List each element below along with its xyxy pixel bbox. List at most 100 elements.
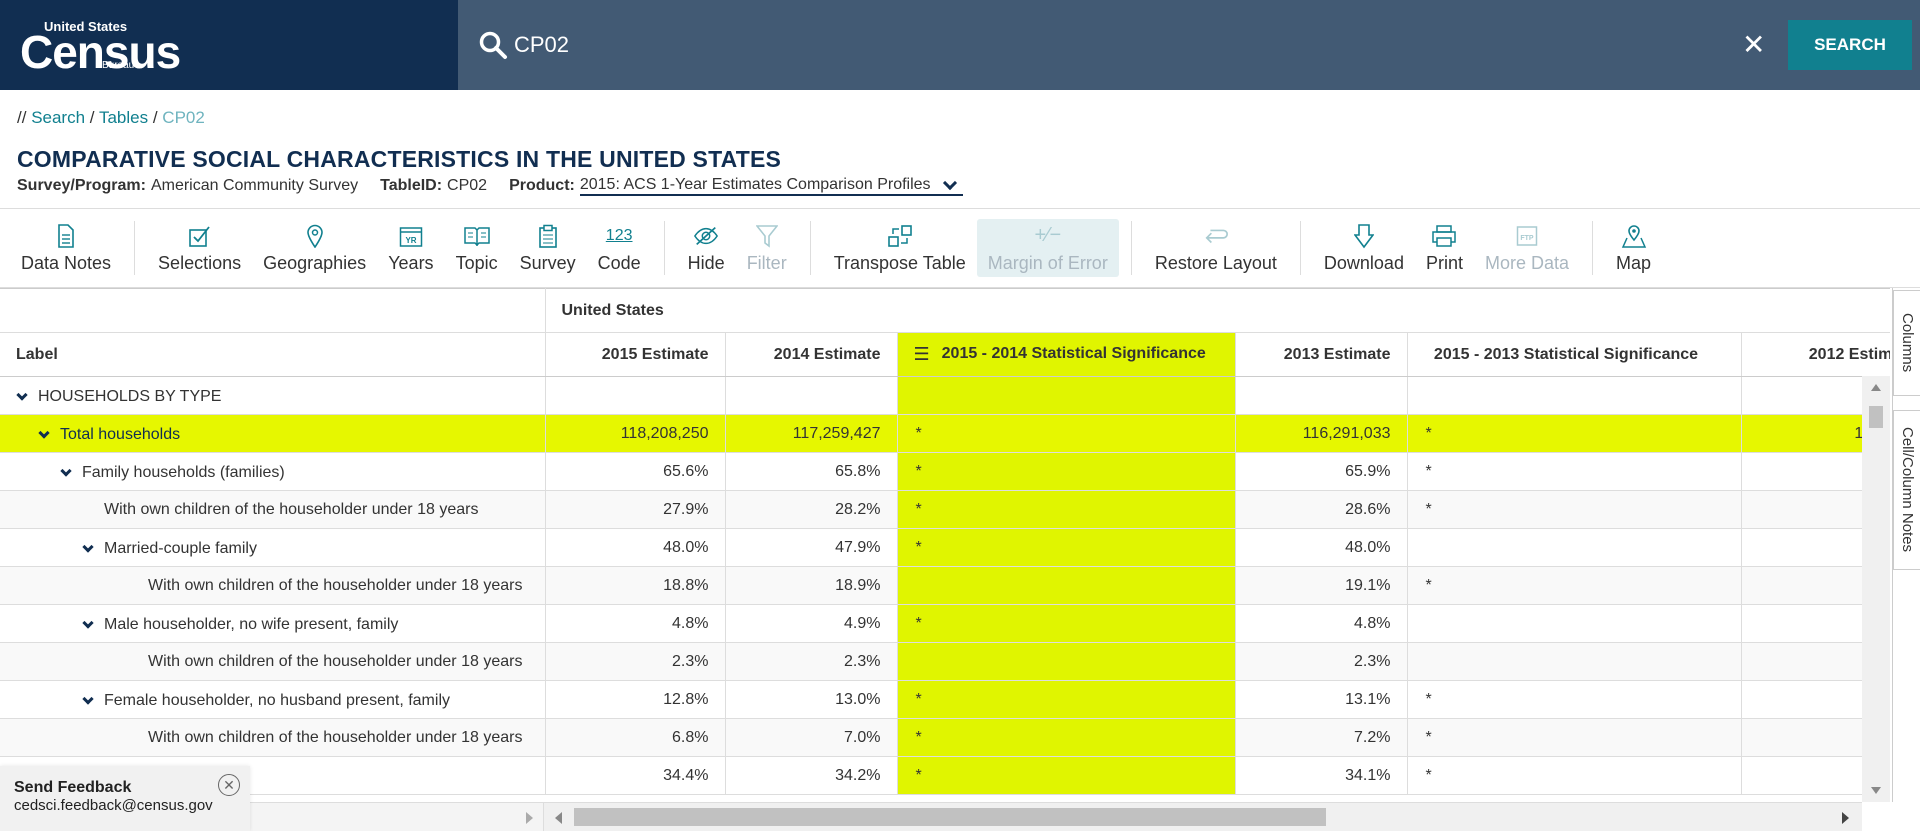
data-cell[interactable]: 18.9%: [725, 566, 898, 605]
data-cell[interactable]: [897, 376, 1236, 415]
feedback-panel[interactable]: Send Feedback cedsci.feedback@census.gov…: [0, 766, 250, 831]
scrollbar-thumb[interactable]: [574, 808, 1326, 826]
data-cell[interactable]: 18.8%: [545, 566, 726, 605]
chevron-down-icon[interactable]: [82, 692, 94, 705]
clear-search-icon[interactable]: ✕: [1742, 29, 1766, 60]
data-cell[interactable]: 13.1%: [1235, 680, 1408, 719]
scrollbar-thumb[interactable]: [1869, 406, 1883, 428]
data-cell[interactable]: [1407, 528, 1742, 567]
column-header-selected[interactable]: ☰ 2015 - 2014 Statistical Significance: [897, 332, 1236, 377]
data-cell[interactable]: 7.2%: [1235, 718, 1408, 757]
horizontal-scrollbar[interactable]: [0, 802, 1862, 831]
columns-tab[interactable]: Columns: [1893, 290, 1920, 396]
data-cell[interactable]: *: [1407, 452, 1742, 491]
data-cell[interactable]: 65.8%: [725, 452, 898, 491]
breadcrumb-tables-link[interactable]: Tables: [98, 108, 149, 127]
data-cell[interactable]: [897, 566, 1236, 605]
vertical-scrollbar[interactable]: [1862, 376, 1890, 802]
data-cell[interactable]: 65.6%: [545, 452, 726, 491]
filter-button[interactable]: Filter: [736, 219, 798, 277]
table-row[interactable]: With own children of the householder und…: [0, 642, 1890, 681]
table-row[interactable]: Family households (families) 65.6% 65.8% * 6…: [0, 452, 1890, 491]
column-menu-icon[interactable]: ☰: [913, 344, 930, 364]
data-cell[interactable]: [1407, 642, 1742, 681]
download-button[interactable]: Download: [1313, 219, 1415, 277]
data-cell[interactable]: 117,259,427: [725, 414, 898, 453]
transpose-table-button[interactable]: Transpose Table: [823, 219, 977, 277]
feedback-title[interactable]: Send Feedback: [14, 779, 132, 796]
geographies-button[interactable]: Geographies: [252, 219, 377, 277]
column-header[interactable]: 2012 Estimate: [1741, 332, 1890, 377]
chevron-down-icon[interactable]: [60, 464, 72, 477]
scroll-right-icon[interactable]: [526, 812, 533, 824]
data-cell[interactable]: [725, 376, 898, 415]
cell-column-notes-tab[interactable]: Cell/Column Notes: [1893, 410, 1920, 570]
scroll-up-icon[interactable]: [1871, 384, 1881, 391]
data-cell[interactable]: 28.2%: [725, 490, 898, 529]
data-cell[interactable]: 12.8%: [545, 680, 726, 719]
feedback-email[interactable]: cedsci.feedback@census.gov: [14, 797, 213, 814]
data-cell[interactable]: [1407, 604, 1742, 643]
search-button[interactable]: SEARCH: [1788, 20, 1912, 70]
data-cell[interactable]: [897, 642, 1236, 681]
data-cell[interactable]: 48.0%: [1235, 528, 1408, 567]
product-dropdown[interactable]: 2015: ACS 1-Year Estimates Comparison Pr…: [579, 175, 963, 196]
data-cell[interactable]: 4.8%: [1235, 604, 1408, 643]
data-cell[interactable]: *: [897, 604, 1236, 643]
data-cell[interactable]: 34.1%: [1235, 756, 1408, 795]
more-data-button[interactable]: FTP More Data: [1474, 219, 1580, 277]
search-input[interactable]: [514, 25, 1614, 65]
data-cell[interactable]: *: [897, 414, 1236, 453]
data-cell[interactable]: 47.9%: [725, 528, 898, 567]
data-cell[interactable]: *: [1407, 490, 1742, 529]
scroll-left-icon[interactable]: [555, 812, 562, 824]
years-button[interactable]: YR Years: [377, 219, 444, 277]
data-notes-button[interactable]: Data Notes: [10, 219, 122, 277]
data-cell[interactable]: 4.8%: [545, 604, 726, 643]
column-header[interactable]: 2015 Estimate: [545, 332, 726, 377]
data-cell[interactable]: *: [1407, 566, 1742, 605]
scroll-right-icon[interactable]: [1842, 812, 1849, 824]
data-cell[interactable]: 65.9%: [1235, 452, 1408, 491]
data-cell[interactable]: *: [1407, 756, 1742, 795]
data-cell[interactable]: 116,291,033: [1235, 414, 1408, 453]
data-cell[interactable]: 7.0%: [725, 718, 898, 757]
data-cell[interactable]: 34.4%: [545, 756, 726, 795]
table-row[interactable]: With own children of the householder und…: [0, 718, 1890, 757]
table-row[interactable]: HOUSEHOLDS BY TYPE: [0, 376, 1890, 415]
table-row[interactable]: With own children of the householder und…: [0, 566, 1890, 605]
table-row[interactable]: Male householder, no wife present, famil…: [0, 604, 1890, 643]
scroll-down-icon[interactable]: [1871, 787, 1881, 794]
data-cell[interactable]: 27.9%: [545, 490, 726, 529]
table-row[interactable]: With own children of the householder und…: [0, 490, 1890, 529]
map-button[interactable]: Map: [1605, 219, 1662, 277]
topic-button[interactable]: Topic: [445, 219, 509, 277]
data-cell[interactable]: *: [897, 680, 1236, 719]
print-button[interactable]: Print: [1415, 219, 1474, 277]
data-cell[interactable]: *: [1407, 414, 1742, 453]
data-cell[interactable]: 48.0%: [545, 528, 726, 567]
data-cell[interactable]: 2.3%: [725, 642, 898, 681]
census-logo[interactable]: United States Census Bureau: [0, 0, 458, 90]
column-header[interactable]: 2015 - 2013 Statistical Significance: [1407, 332, 1742, 377]
data-cell[interactable]: 2.3%: [545, 642, 726, 681]
data-cell[interactable]: 6.8%: [545, 718, 726, 757]
column-header[interactable]: 2013 Estimate: [1235, 332, 1408, 377]
label-column-header[interactable]: Label: [0, 332, 546, 377]
margin-of-error-button[interactable]: +⁄− Margin of Error: [976, 219, 1119, 277]
restore-layout-button[interactable]: Restore Layout: [1144, 219, 1288, 277]
column-header[interactable]: 2014 Estimate: [725, 332, 898, 377]
data-cell[interactable]: *: [897, 756, 1236, 795]
data-cell[interactable]: 13.0%: [725, 680, 898, 719]
data-cell[interactable]: 4.9%: [725, 604, 898, 643]
data-cell[interactable]: *: [1407, 718, 1742, 757]
chevron-down-icon[interactable]: [82, 540, 94, 553]
data-cell[interactable]: [1235, 376, 1408, 415]
data-cell[interactable]: 2.3%: [1235, 642, 1408, 681]
data-cell[interactable]: [1407, 376, 1742, 415]
breadcrumb-search-link[interactable]: Search: [31, 108, 86, 127]
data-cell[interactable]: 19.1%: [1235, 566, 1408, 605]
data-cell[interactable]: *: [897, 490, 1236, 529]
data-cell[interactable]: [545, 376, 726, 415]
code-button[interactable]: 123 Code: [587, 219, 652, 277]
